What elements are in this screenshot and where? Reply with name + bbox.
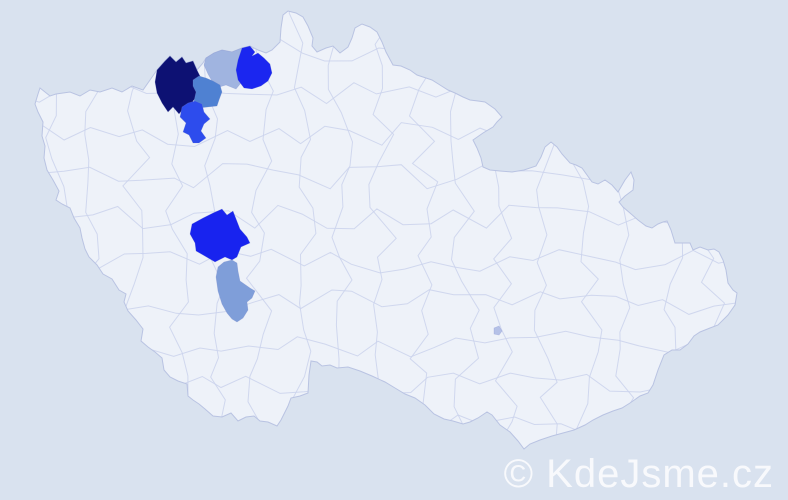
highlighted-districts xyxy=(154,45,503,336)
district-highlight[interactable] xyxy=(235,45,273,90)
district-highlight[interactable] xyxy=(179,100,211,144)
district-highlight[interactable] xyxy=(189,208,251,263)
district-highlight[interactable] xyxy=(215,259,256,323)
district-highlight[interactable] xyxy=(493,325,503,336)
district-highlight[interactable] xyxy=(192,75,223,109)
